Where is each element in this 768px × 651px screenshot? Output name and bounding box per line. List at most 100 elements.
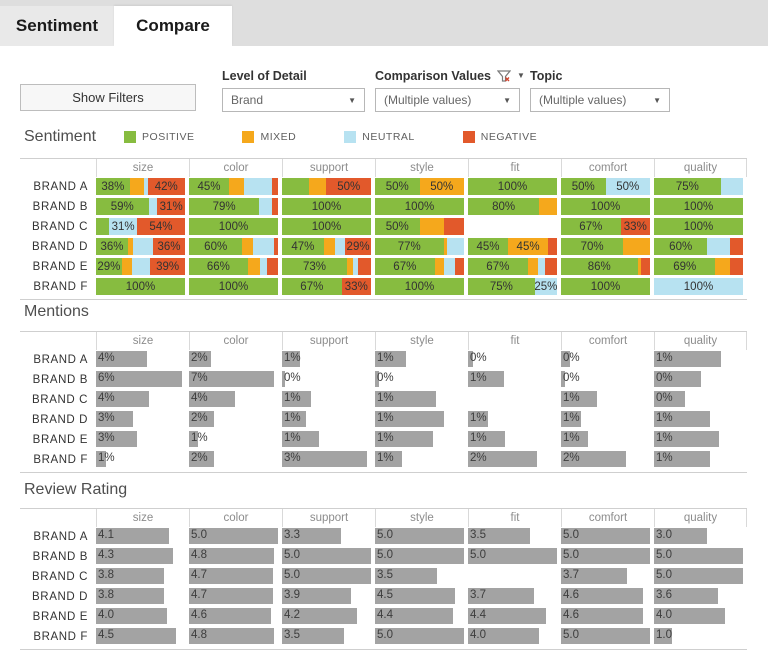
sentiment-segment-negative[interactable] (271, 198, 278, 215)
sentiment-segment-neutral[interactable] (259, 198, 272, 215)
sentiment-segment-negative[interactable] (545, 258, 557, 275)
mentions-bar[interactable] (189, 391, 236, 407)
sentiment-segment-negative[interactable] (444, 218, 464, 235)
rating-bar[interactable] (282, 568, 371, 584)
show-filters-button[interactable]: Show Filters (20, 84, 196, 111)
sentiment-segment-positive[interactable]: 100% (375, 278, 464, 295)
rating-bar[interactable] (189, 548, 275, 564)
sentiment-segment-neutral[interactable] (133, 238, 153, 255)
sentiment-segment-positive[interactable]: 38% (96, 178, 130, 195)
sentiment-segment-mixed[interactable] (242, 238, 254, 255)
mentions-bar[interactable] (282, 451, 367, 467)
sentiment-segment-negative[interactable]: 33% (620, 218, 650, 235)
sentiment-segment-neutral[interactable]: 100% (654, 278, 743, 295)
topic-dropdown[interactable]: (Multiple values) ▼ (530, 88, 670, 112)
rating-bar[interactable] (96, 628, 177, 644)
sentiment-segment-neutral[interactable] (538, 258, 546, 275)
sentiment-segment-positive[interactable]: 45% (189, 178, 230, 195)
sentiment-segment-positive[interactable]: 100% (189, 278, 278, 295)
sentiment-segment-neutral[interactable] (253, 238, 274, 255)
rating-bar[interactable] (282, 608, 357, 624)
rating-bar[interactable] (96, 528, 169, 544)
rating-bar[interactable] (375, 608, 454, 624)
rating-bar[interactable] (96, 588, 164, 604)
sentiment-segment-neutral[interactable]: 31% (109, 218, 137, 235)
sentiment-segment-positive[interactable]: 75% (468, 278, 535, 295)
mentions-bar[interactable] (189, 411, 214, 427)
sentiment-segment-negative[interactable] (273, 238, 278, 255)
sentiment-segment-neutral[interactable]: 25% (534, 278, 557, 295)
sentiment-segment-mixed[interactable] (637, 258, 642, 275)
sentiment-segment-positive[interactable]: 29% (96, 258, 122, 275)
sentiment-segment-negative[interactable]: 31% (157, 198, 185, 215)
rating-bar[interactable] (189, 588, 273, 604)
rating-bar[interactable] (96, 568, 164, 584)
rating-bar[interactable] (189, 528, 278, 544)
rating-bar[interactable] (468, 628, 540, 644)
sentiment-segment-positive[interactable]: 60% (189, 238, 243, 255)
sentiment-segment-positive[interactable]: 69% (654, 258, 716, 275)
sentiment-segment-positive[interactable]: 73% (282, 258, 347, 275)
sentiment-segment-mixed[interactable] (323, 238, 335, 255)
sentiment-segment-positive[interactable]: 50% (375, 178, 420, 195)
sentiment-segment-positive[interactable]: 100% (468, 178, 557, 195)
sentiment-segment-mixed[interactable] (229, 178, 245, 195)
mentions-bar[interactable] (282, 391, 312, 407)
sentiment-segment-positive[interactable]: 60% (654, 238, 708, 255)
filter-menu-chevron-icon[interactable]: ▼ (517, 71, 525, 80)
funnel-filter-icon[interactable] (497, 69, 512, 83)
sentiment-segment-positive[interactable]: 100% (561, 198, 650, 215)
rating-bar[interactable] (375, 548, 464, 564)
mentions-bar[interactable] (189, 371, 274, 387)
mentions-bar[interactable] (96, 391, 150, 407)
mentions-bar[interactable] (561, 431, 588, 447)
rating-bar[interactable] (375, 568, 438, 584)
mentions-bar[interactable] (561, 451, 626, 467)
mentions-bar[interactable] (96, 431, 137, 447)
sentiment-segment-positive[interactable]: 50% (375, 218, 420, 235)
rating-bar[interactable] (189, 608, 271, 624)
rating-bar[interactable] (561, 608, 643, 624)
mentions-bar[interactable] (654, 371, 702, 387)
rating-bar[interactable] (282, 528, 341, 544)
rating-bar[interactable] (189, 628, 275, 644)
mentions-bar[interactable] (375, 371, 379, 387)
mentions-bar[interactable] (468, 431, 506, 447)
sentiment-segment-negative[interactable] (271, 178, 278, 195)
sentiment-segment-mixed[interactable] (128, 238, 134, 255)
sentiment-segment-positive[interactable]: 86% (561, 258, 638, 275)
sentiment-segment-mixed[interactable] (539, 198, 557, 215)
rating-bar[interactable] (561, 528, 650, 544)
rating-bar[interactable] (375, 588, 456, 604)
sentiment-segment-mixed[interactable] (527, 258, 539, 275)
mentions-bar[interactable] (468, 351, 474, 367)
mentions-bar[interactable] (654, 451, 711, 467)
sentiment-segment-negative[interactable]: 42% (147, 178, 185, 195)
sentiment-segment-mixed[interactable] (434, 258, 444, 275)
rating-bar[interactable] (561, 568, 627, 584)
sentiment-segment-mixed[interactable] (419, 218, 445, 235)
rating-bar[interactable] (282, 628, 345, 644)
mentions-bar[interactable] (654, 411, 711, 427)
sentiment-segment-negative[interactable]: 39% (150, 258, 185, 275)
rating-bar[interactable] (468, 608, 547, 624)
sentiment-segment-positive[interactable]: 100% (375, 198, 464, 215)
sentiment-segment-neutral[interactable]: 50% (605, 178, 650, 195)
mentions-bar[interactable] (189, 451, 214, 467)
sentiment-segment-negative[interactable] (641, 258, 650, 275)
mentions-bar[interactable] (282, 351, 300, 367)
comparison-values-dropdown[interactable]: (Multiple values) ▼ (375, 88, 520, 112)
sentiment-segment-neutral[interactable] (720, 178, 743, 195)
sentiment-segment-positive[interactable] (96, 218, 110, 235)
sentiment-segment-mixed[interactable] (443, 238, 448, 255)
sentiment-segment-neutral[interactable] (148, 198, 158, 215)
sentiment-segment-positive[interactable]: 100% (654, 218, 743, 235)
sentiment-segment-neutral[interactable] (144, 178, 148, 195)
sentiment-segment-positive[interactable]: 67% (468, 258, 528, 275)
mentions-bar[interactable] (468, 371, 504, 387)
sentiment-segment-positive[interactable]: 80% (468, 198, 540, 215)
sentiment-segment-positive[interactable]: 79% (189, 198, 260, 215)
sentiment-segment-positive[interactable]: 50% (561, 178, 606, 195)
sentiment-segment-negative[interactable] (267, 258, 278, 275)
mentions-bar[interactable] (189, 431, 198, 447)
